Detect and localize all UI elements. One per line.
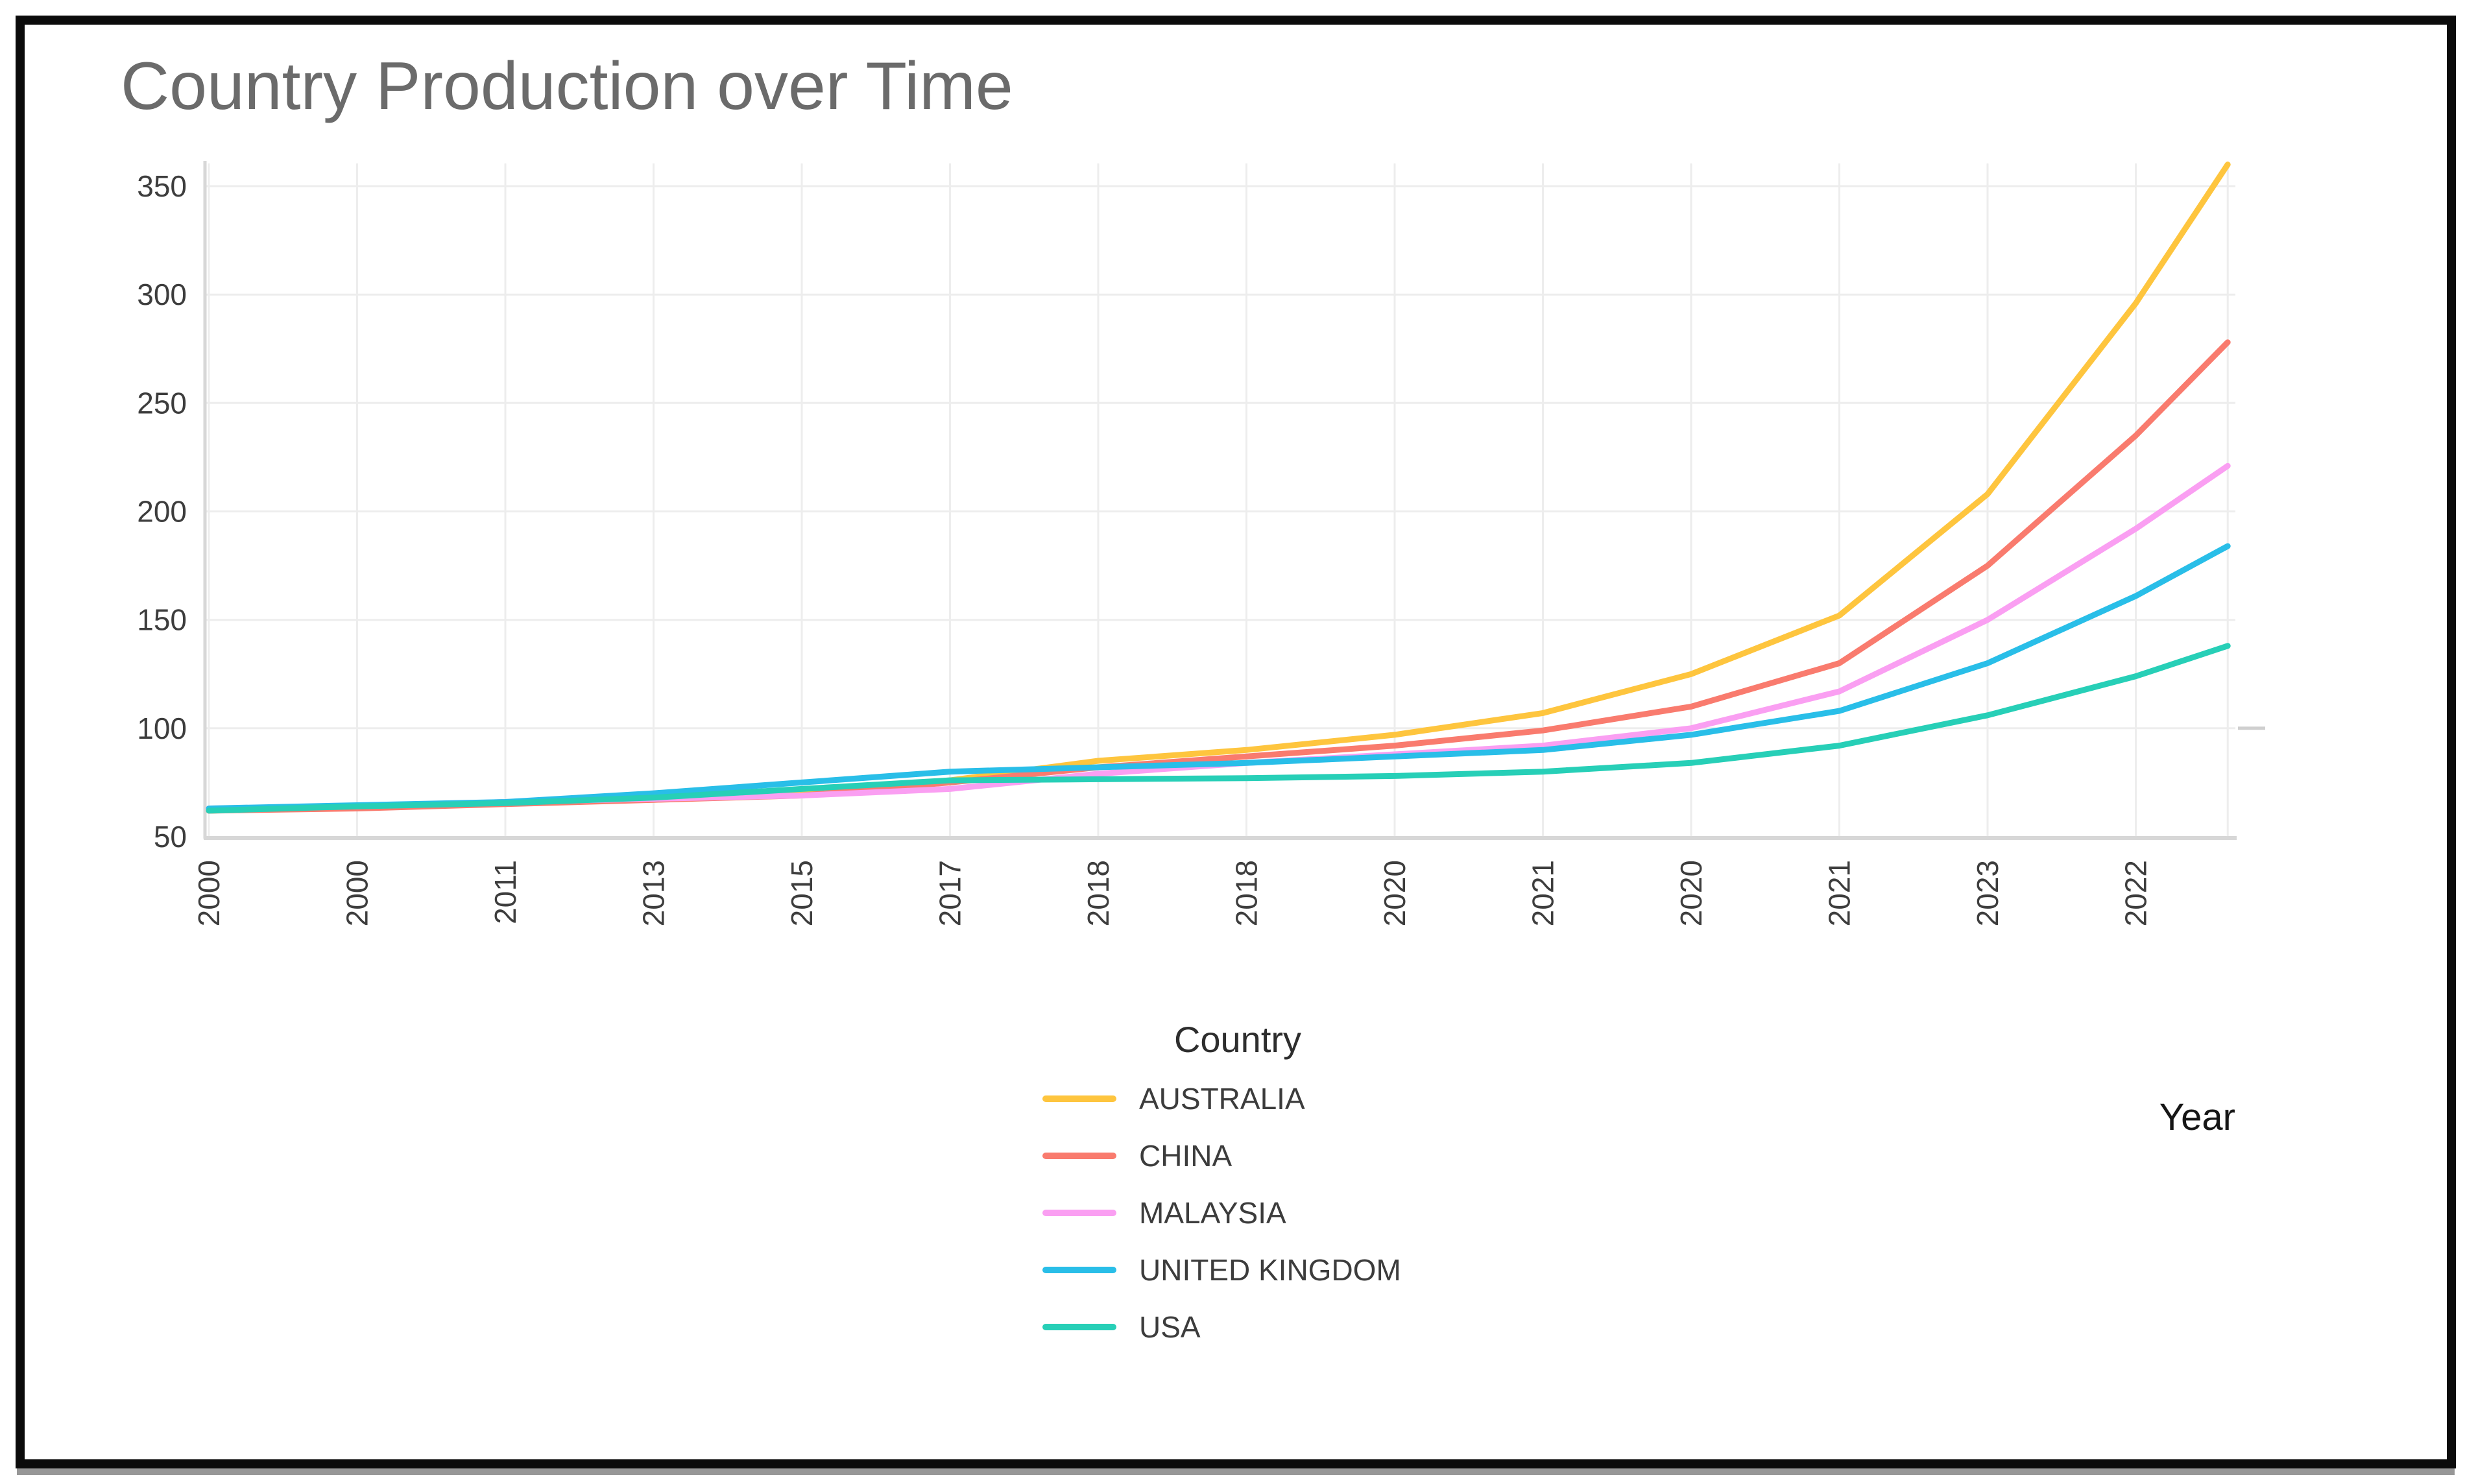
series-line-china: [206, 339, 2231, 814]
x-tick-label: 2000: [192, 860, 226, 926]
x-axis-title: Year: [2159, 1096, 2235, 1138]
x-tick-label: 2020: [1674, 860, 1708, 926]
legend-label-usa: USA: [1139, 1310, 1201, 1344]
x-tick-label: 2021: [1823, 860, 1857, 926]
x-tick-label: 2023: [1971, 860, 2004, 926]
x-tick-label: 2018: [1081, 860, 1115, 926]
y-tick-label: 200: [137, 495, 187, 529]
legend-label-malaysia: MALAYSIA: [1139, 1196, 1286, 1230]
x-tick-label: 2015: [785, 860, 819, 926]
series-line-australia: [206, 162, 2231, 814]
y-tick-label: 300: [137, 278, 187, 311]
y-tick-label: 250: [137, 386, 187, 420]
series-line-united-kingdom: [206, 543, 2231, 811]
legend-label-china: CHINA: [1139, 1139, 1232, 1173]
y-tick-label: 50: [154, 820, 187, 854]
y-tick-label: 100: [137, 712, 187, 745]
x-tick-label: 2020: [1378, 860, 1412, 926]
chart-title: Country Production over Time: [121, 49, 1013, 124]
x-tick-label: 2011: [488, 860, 522, 924]
legend-label-united-kingdom: UNITED KINGDOM: [1139, 1253, 1401, 1287]
chart-frame: [16, 16, 2456, 1468]
series-line-usa: [206, 643, 2231, 814]
x-tick-label: 2021: [1526, 860, 1560, 926]
x-tick-label: 2000: [341, 860, 374, 926]
x-tick-label: 2018: [1230, 860, 1264, 926]
x-tick-label: 2022: [2119, 860, 2153, 926]
legend-label-australia: AUSTRALIA: [1139, 1082, 1305, 1116]
x-tick-label: 2013: [637, 860, 671, 926]
x-tick-label: 2017: [933, 860, 967, 926]
legend-title: Country: [1174, 1019, 1301, 1060]
y-tick-label: 150: [137, 603, 187, 637]
y-tick-label: 350: [137, 169, 187, 203]
